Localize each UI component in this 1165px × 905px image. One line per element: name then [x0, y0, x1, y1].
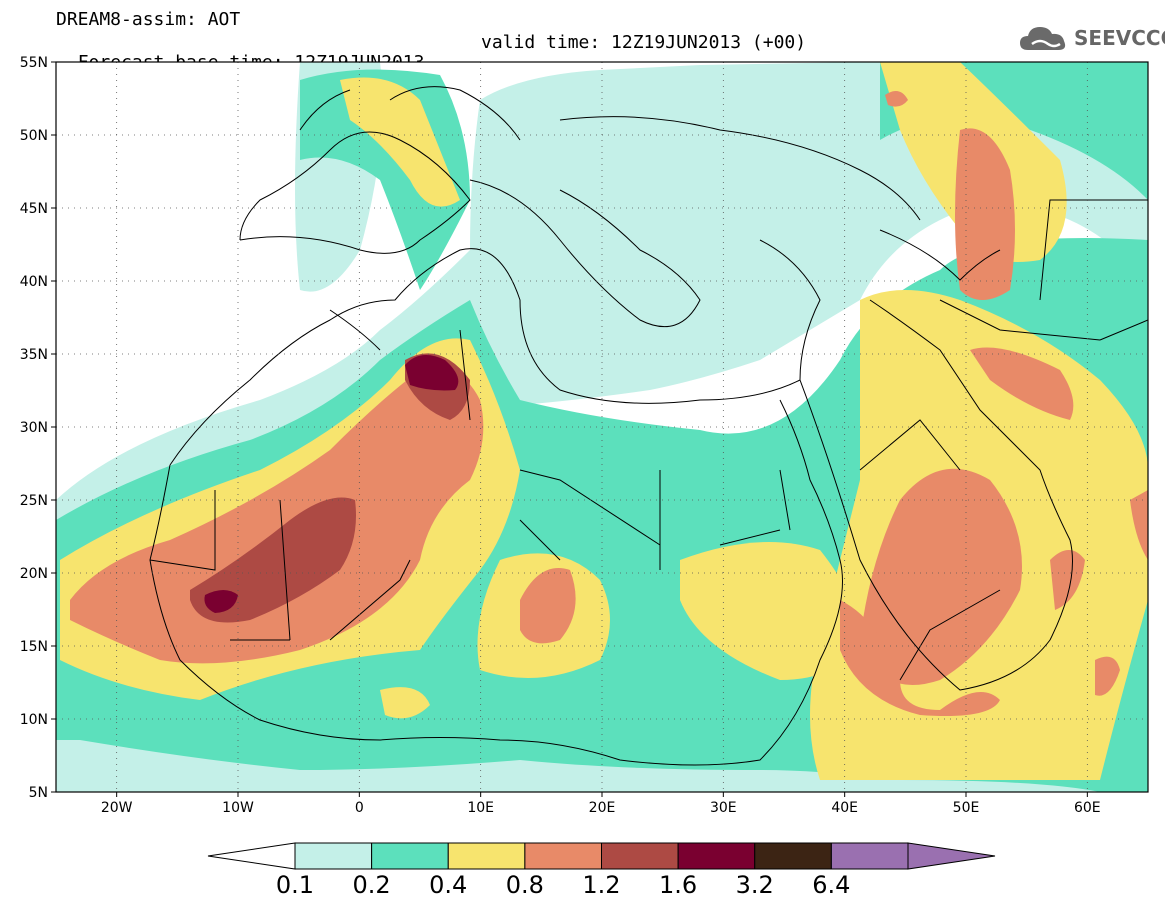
- lon-tick-label: 20E: [589, 800, 616, 816]
- longitude-axis: 20W 10W 0 10E 20E 30E 40E 50E 60E: [101, 792, 1101, 816]
- lat-tick-label: 50N: [20, 128, 48, 144]
- colorbar-box: [524, 842, 602, 870]
- lat-tick-label: 40N: [20, 274, 48, 290]
- colorbar-label: 0.2: [353, 871, 391, 899]
- colorbar-label: 1.2: [582, 871, 620, 899]
- seevccc-logo: SEEVCCC: [1018, 22, 1165, 56]
- logo-text: SEEVCCC: [1074, 26, 1165, 50]
- valid-time-label: valid time: 12Z19JUN2013 (+00): [481, 32, 807, 53]
- lon-tick-label: 60E: [1074, 800, 1101, 816]
- colorbar-over-triangle: [907, 842, 996, 870]
- colorbar-label: 0.8: [506, 871, 544, 899]
- colorbar-box: [447, 842, 526, 870]
- colorbar-box: [294, 842, 373, 870]
- lat-tick-label: 5N: [29, 785, 48, 801]
- aot-band-1.2: [190, 497, 356, 623]
- lon-tick-label: 0: [355, 800, 364, 816]
- lon-tick-label: 20W: [101, 800, 133, 816]
- aot-field: [56, 62, 1148, 792]
- colorbar-label: 0.1: [276, 871, 314, 899]
- lat-tick-label: 45N: [20, 201, 48, 217]
- lat-tick-label: 55N: [20, 55, 48, 71]
- map-title: DREAM8-assim: AOT: [56, 9, 241, 30]
- lon-tick-label: 40E: [831, 800, 858, 816]
- lat-tick-label: 15N: [20, 639, 48, 655]
- colorbar-box: [830, 842, 909, 870]
- colorbar-under-triangle: [207, 842, 296, 870]
- lon-tick-label: 50E: [953, 800, 980, 816]
- lat-tick-label: 25N: [20, 493, 48, 509]
- lat-tick-label: 30N: [20, 420, 48, 436]
- cloud-icon: [1020, 27, 1066, 50]
- aot-band-0.8: [70, 368, 484, 664]
- colorbar-label: 1.6: [659, 871, 697, 899]
- lat-tick-label: 20N: [20, 566, 48, 582]
- aot-band-1.6: [204, 590, 238, 613]
- lon-tick-label: 10W: [222, 800, 254, 816]
- lat-tick-label: 10N: [20, 712, 48, 728]
- colorbar-label: 6.4: [812, 871, 850, 899]
- colorbar-label: 0.4: [429, 871, 467, 899]
- colorbar-box: [754, 842, 832, 870]
- colorbar-label: 3.2: [736, 871, 774, 899]
- colorbar-box: [371, 842, 449, 870]
- latitude-axis: 55N 50N 45N 40N 35N 30N 25N 20N 15N 10N 5N: [20, 55, 56, 801]
- colorbar-box: [677, 842, 756, 870]
- colorbar: 0.1 0.2 0.4 0.8 1.2 1.6 3.2 6.4: [207, 842, 996, 899]
- coastlines: [149, 86, 1148, 766]
- lat-tick-label: 35N: [20, 347, 48, 363]
- lon-tick-label: 30E: [710, 800, 737, 816]
- lon-tick-label: 10E: [467, 800, 494, 816]
- colorbar-box: [601, 842, 679, 870]
